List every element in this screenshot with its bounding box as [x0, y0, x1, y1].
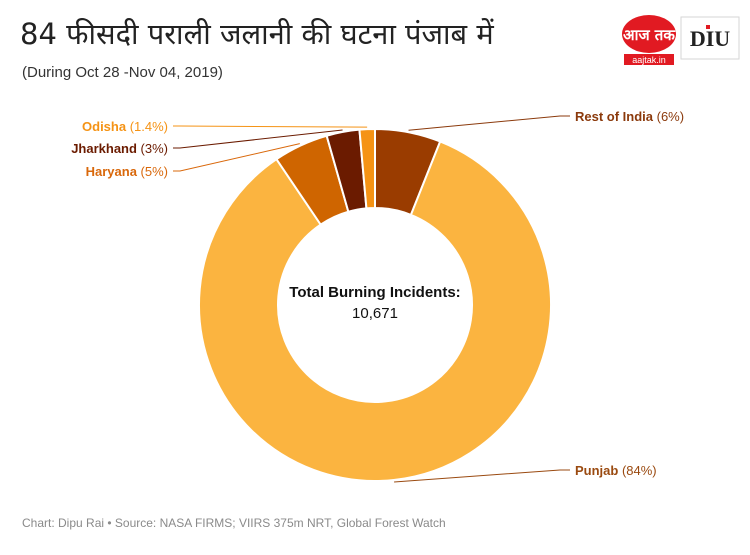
label-rest-of-india: Rest of India (6%) — [575, 109, 684, 124]
chart-title: 84 फीसदी पराली जलानी की घटना पंजाब में — [20, 17, 494, 51]
source-footer: Chart: Dipu Rai • Source: NASA FIRMS; VI… — [22, 516, 446, 530]
label-haryana: Haryana (5%) — [86, 164, 168, 179]
chart-subtitle: (During Oct 28 -Nov 04, 2019) — [22, 64, 223, 81]
leader-haryana — [173, 143, 300, 172]
label-odisha: Odisha (1.4%) — [82, 119, 168, 134]
center-value: 10,671 — [352, 305, 398, 322]
center-label: Total Burning Incidents: — [289, 284, 460, 301]
leader-jharkhand — [173, 129, 343, 149]
leader-punjab — [394, 469, 570, 483]
label-punjab: Punjab (84%) — [575, 463, 657, 478]
aajtak-logo-url-bg — [624, 54, 674, 65]
slice-odisha — [358, 127, 376, 210]
donut-slices — [198, 127, 552, 482]
aajtak-logo-badge — [622, 15, 676, 53]
diu-logo-frame — [680, 16, 740, 60]
aajtak-logo: आज तक aajtak.in — [622, 15, 676, 65]
label-jharkhand: Jharkhand (3%) — [71, 141, 168, 156]
diu-logo-wordmark: DIU — [690, 26, 730, 51]
aajtak-logo-url: aajtak.in — [632, 55, 666, 65]
leader-lines — [173, 115, 570, 483]
diu-logo-dot — [706, 25, 710, 29]
slice-labels: Rest of India (6%) Punjab (84%) Haryana (5… — [71, 109, 684, 478]
aajtak-logo-wordmark: आज तक — [623, 26, 676, 44]
slice-punjab — [198, 140, 552, 482]
leader-rest-of-india — [408, 115, 570, 131]
leader-odisha — [173, 125, 368, 128]
diu-logo: DIU — [680, 16, 740, 60]
